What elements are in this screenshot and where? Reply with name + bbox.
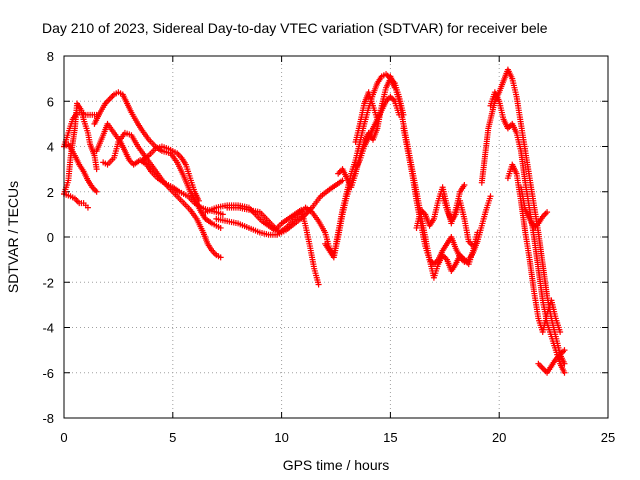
data-point xyxy=(93,188,100,195)
y-axis-label: SDTVAR / TECUs xyxy=(5,181,21,293)
y-tick-label: -8 xyxy=(42,411,54,426)
data-point xyxy=(374,116,381,123)
series-track-6 xyxy=(93,120,226,218)
y-tick-label: -4 xyxy=(42,321,54,336)
data-point xyxy=(93,166,100,173)
y-tick-labels: -8 -6 -4 -2 0 2 4 6 8 xyxy=(42,49,54,426)
data-point xyxy=(544,209,551,216)
x-tick-label: 0 xyxy=(60,430,67,445)
data-point xyxy=(461,181,468,188)
data-point xyxy=(561,347,568,354)
data-point xyxy=(195,197,202,204)
data-point xyxy=(84,204,91,211)
y-tick-label: -2 xyxy=(42,275,54,290)
x-tick-labels: 0 5 10 15 20 25 xyxy=(60,430,615,445)
y-tick-label: 2 xyxy=(47,185,54,200)
series-track-22 xyxy=(517,184,551,231)
x-tick-label: 20 xyxy=(492,430,506,445)
data-point xyxy=(339,177,346,184)
x-tick-label: 5 xyxy=(169,430,176,445)
data-point xyxy=(217,254,224,261)
series-track-7 xyxy=(100,129,224,261)
x-tick-label: 15 xyxy=(383,430,397,445)
data-point xyxy=(315,281,322,288)
series-track-16 xyxy=(400,125,494,268)
chart-title: Day 210 of 2023, Sidereal Day-to-day VTE… xyxy=(42,20,548,36)
series-track-8 xyxy=(139,143,202,204)
data-points xyxy=(61,66,568,376)
data-point xyxy=(561,369,568,376)
data-point xyxy=(470,243,477,250)
y-tick-label: 4 xyxy=(47,140,54,155)
y-tick-label: 8 xyxy=(47,49,54,64)
data-point xyxy=(219,211,226,218)
series-track-4 xyxy=(61,191,91,211)
x-tick-label: 25 xyxy=(601,430,615,445)
y-tick-label: 0 xyxy=(47,230,54,245)
x-tick-label: 10 xyxy=(274,430,288,445)
series-track-23 xyxy=(535,347,568,376)
data-point xyxy=(487,193,494,200)
series-track-14 xyxy=(352,89,381,145)
series-track-3 xyxy=(61,100,100,198)
series-track-18 xyxy=(439,193,477,250)
data-point xyxy=(557,329,564,336)
series-track-12 xyxy=(322,93,403,261)
data-point xyxy=(217,224,224,231)
plot-frame xyxy=(63,55,609,419)
y-tick-label: 6 xyxy=(47,94,54,109)
y-tick-label: -6 xyxy=(42,366,54,381)
x-axis-label: GPS time / hours xyxy=(283,457,390,473)
